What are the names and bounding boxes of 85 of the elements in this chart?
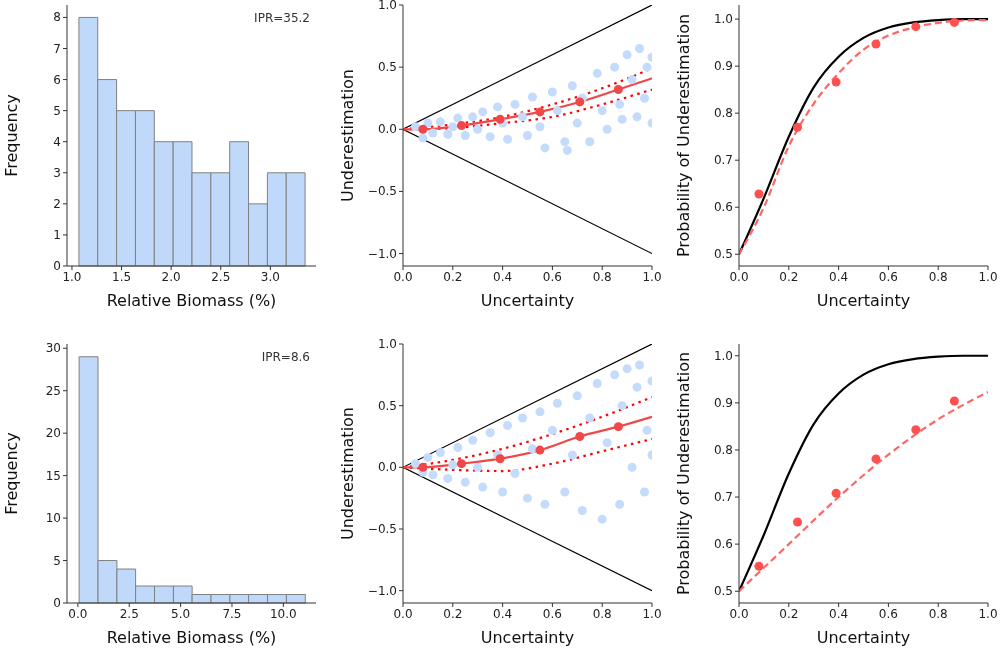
y-axis-title: Probability of Underestimation [673, 351, 693, 596]
y-tick-label: 1.0 [713, 12, 733, 27]
x-tick-label: 0.0 [393, 269, 413, 284]
x-tick-label: 0.0 [393, 606, 413, 621]
x-tick-label: 0.4 [493, 606, 513, 621]
y-tick-label: 30 [45, 341, 61, 356]
x-tick-label: 0.8 [928, 606, 948, 621]
x-tick-label: 0.8 [592, 606, 612, 621]
y-tick-label: 0 [53, 596, 61, 610]
x-tick-label: 2.5 [119, 606, 139, 621]
y-axis-title: Frequency [1, 432, 21, 515]
y-tick-label: 1.0 [377, 0, 397, 12]
y-tick-label: 8 [53, 10, 61, 25]
y-tick-label: 15 [45, 468, 61, 483]
y-tick-label: 0.7 [713, 153, 733, 168]
x-tick-label: 0.8 [592, 269, 612, 284]
x-tick-label: 2.0 [161, 269, 181, 284]
y-tick-label: −0.5 [367, 184, 397, 199]
y-tick-label: 1.0 [377, 337, 397, 351]
y-tick-label: 0.6 [713, 537, 733, 552]
y-tick-label: 1.0 [713, 348, 733, 363]
y-tick-label: 0.9 [713, 395, 733, 410]
x-axis-title: Uncertainty [480, 291, 575, 310]
y-tick-label: 0.6 [713, 200, 733, 215]
y-tick-label: −0.5 [367, 522, 397, 536]
x-tick-label: 0.2 [779, 606, 799, 621]
x-tick-label: 0.2 [779, 269, 799, 284]
x-tick-label: 0.0 [729, 269, 749, 284]
x-tick-label: 7.5 [222, 606, 242, 621]
y-axis-title: Frequency [1, 94, 21, 177]
x-axis-title: Uncertainty [480, 628, 575, 647]
y-axis-title: Underestimation [337, 68, 357, 203]
y-tick-label: 4 [53, 134, 61, 149]
y-tick-label: 2 [53, 196, 61, 211]
y-tick-label: 5 [53, 553, 61, 568]
y-tick-label: 25 [45, 383, 61, 398]
y-axis-title: Underestimation [337, 406, 357, 541]
y-tick-label: 0.9 [713, 59, 733, 74]
x-tick-label: 3.0 [260, 269, 280, 284]
x-tick-label: 0.4 [829, 606, 849, 621]
x-axis-title: Relative Biomass (%) [106, 291, 277, 310]
annotation: IPR=8.6 [261, 350, 310, 364]
x-tick-label: 0.4 [829, 269, 849, 284]
x-axis-title: Uncertainty [816, 291, 911, 310]
x-axis-title: Uncertainty [816, 628, 911, 647]
x-tick-label: 1.0 [642, 606, 662, 621]
x-tick-label: 1.0 [978, 606, 998, 621]
y-tick-label: 0.8 [713, 106, 733, 121]
y-tick-label: 0.8 [713, 442, 733, 457]
y-tick-label: 0.7 [713, 490, 733, 505]
y-tick-label: 0 [53, 259, 61, 273]
y-tick-label: 0.5 [713, 584, 733, 599]
x-tick-label: 0.4 [493, 269, 513, 284]
x-tick-label: 0.6 [542, 606, 562, 621]
x-tick-label: 5.0 [171, 606, 191, 621]
y-tick-label: 0.0 [377, 122, 397, 137]
x-tick-label: 0.0 [68, 606, 88, 621]
y-tick-label: 5 [53, 103, 61, 118]
x-axis-title: Relative Biomass (%) [106, 628, 277, 647]
y-tick-label: 0.5 [377, 60, 397, 75]
x-tick-label: 1.0 [642, 269, 662, 284]
y-tick-label: 7 [53, 41, 61, 56]
x-tick-label: 2.5 [211, 269, 231, 284]
x-tick-label: 0.2 [443, 269, 463, 284]
x-tick-label: 0.8 [928, 269, 948, 284]
y-tick-label: −1.0 [367, 246, 397, 261]
x-tick-label: 1.0 [978, 269, 998, 284]
x-tick-label: 0.0 [729, 606, 749, 621]
annotation: IPR=35.2 [254, 11, 310, 25]
y-tick-label: 10 [45, 511, 61, 526]
x-tick-label: 0.6 [542, 269, 562, 284]
y-tick-label: −1.0 [367, 583, 397, 598]
y-tick-label: 20 [45, 426, 61, 441]
y-tick-label: 1 [53, 227, 61, 242]
y-tick-label: 3 [53, 165, 61, 180]
x-tick-label: 0.6 [878, 606, 898, 621]
x-tick-label: 1.5 [112, 269, 132, 284]
y-axis-title: Probability of Underestimation [673, 13, 693, 258]
y-tick-label: 0.5 [713, 247, 733, 262]
y-tick-label: 6 [53, 72, 61, 87]
y-tick-label: 0.5 [377, 398, 397, 413]
y-tick-label: 0.0 [377, 460, 397, 475]
x-tick-label: 0.6 [878, 269, 898, 284]
x-tick-label: 0.2 [443, 606, 463, 621]
x-tick-label: 10.0 [269, 606, 297, 621]
